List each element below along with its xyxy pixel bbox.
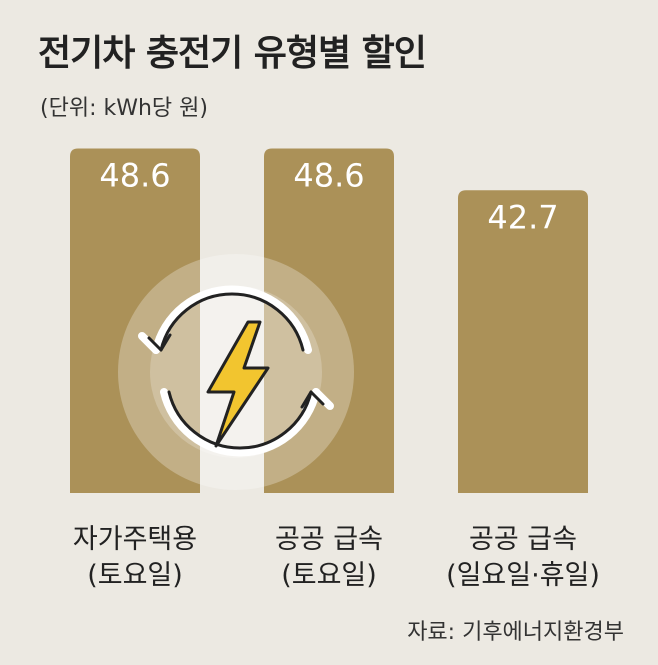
value-label-2: 48.6 [293, 156, 364, 194]
value-label-1: 48.6 [99, 156, 170, 194]
bar-2 [264, 148, 394, 494]
source-note: 자료: 기후에너지환경부 [407, 620, 624, 645]
category-label-1-line-1: 자가주택용 [73, 524, 197, 555]
chart-title: 전기차 충전기 유형별 할인 [38, 33, 427, 74]
lightning-bolt-recycle-icon [118, 254, 354, 490]
category-label-2-line-2: (토요일) [281, 560, 377, 591]
bar-3 [458, 190, 588, 493]
category-label-2-line-1: 공공 급속 [275, 524, 383, 555]
unit-label: (단위: kWh당 원) [40, 96, 208, 121]
category-label-3-line-2: (일요일·휴일) [446, 560, 600, 591]
value-label-3: 42.7 [487, 198, 558, 236]
category-label-1-line-2: (토요일) [87, 560, 183, 591]
bars-group: 48.6 48.6 42.7 [70, 148, 588, 494]
category-label-3-line-1: 공공 급속 [469, 524, 577, 555]
category-labels: 자가주택용 (토요일) 공공 급속 (토요일) 공공 급속 (일요일·휴일) [73, 524, 600, 591]
